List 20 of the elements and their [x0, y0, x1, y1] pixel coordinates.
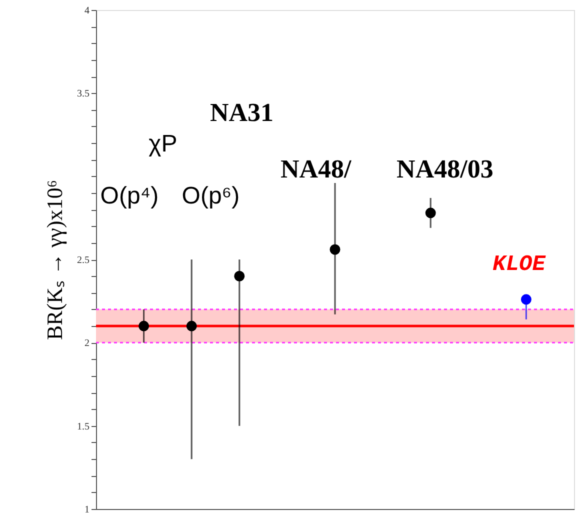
- y-tick-label: 1.5: [77, 421, 90, 432]
- point: [330, 244, 340, 255]
- y-tick-label: 3.5: [77, 88, 90, 100]
- point: [234, 270, 245, 282]
- y-tick-label: 2: [84, 338, 90, 350]
- point: [186, 320, 197, 332]
- y-tick-label: 4: [84, 6, 90, 16]
- annotation: KLOE: [492, 252, 546, 277]
- annotation: NA48/: [280, 154, 352, 184]
- annotation: NA48/03: [396, 154, 494, 184]
- annotation: χP: [148, 130, 178, 158]
- y-tick-label: 1: [84, 504, 90, 516]
- annotation: NA31: [210, 98, 274, 128]
- point: [425, 208, 436, 218]
- annotation: O(p⁴): [100, 182, 159, 210]
- annotation: O(p⁶): [182, 182, 240, 210]
- y-axis-title: BR(Kₛ → γγ)x10⁶: [42, 180, 67, 340]
- y-tick-label: 2.5: [77, 255, 90, 266]
- point: [520, 294, 532, 305]
- point: [138, 320, 150, 332]
